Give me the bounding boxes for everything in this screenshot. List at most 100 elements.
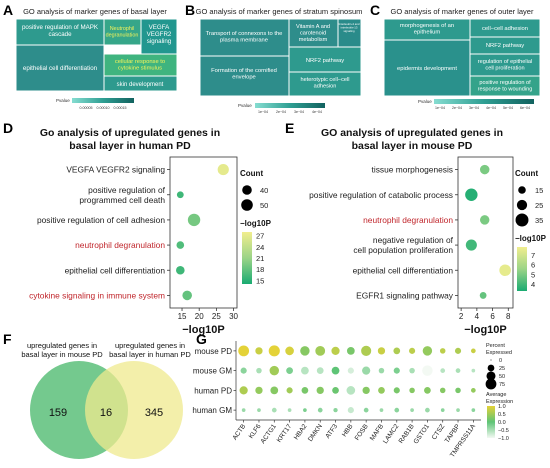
panel-c-legend-tick-4: 4e−04 [486,106,496,110]
panel-a-legend-tick-2: 0.00010 [97,106,110,110]
d-category-label: VEGFA VEGFR2 signaling [66,165,165,175]
g-size-legend-label: 50 [499,374,505,380]
panel-a-tile-3-label: VEGFA VEGFR2 signaling [147,24,172,45]
g-row-label: mouse PD [195,347,233,356]
panel-a-tile-6 [103,75,178,92]
g-dot [255,347,263,355]
e-category-label: neutrophil degranulation [363,215,453,225]
e-color-legend-label: 4 [531,280,535,289]
panel-b-treemap: Transport of connexons to the plasma memb… [199,18,362,97]
g-dot [271,407,277,413]
panel-c-legend-label: Pvalue [418,99,432,104]
panel-b-legend-tick-4: 4e−04 [312,110,322,114]
g-gene-label: ACTG1 [260,423,279,445]
g-gene-label: GSTO1 [413,423,432,445]
panel-a-tile-4 [15,44,105,92]
g-dot [455,387,461,394]
e-category-label: positive regulation of catabolic process [309,190,453,200]
panel-b-legend-bar [255,103,325,108]
d-x-tick-label: 25 [212,312,221,321]
panel-c-tile-2-label: cell−cell adhesion [482,26,528,32]
g-color-legend-label: 0.0 [498,420,506,426]
g-dot [471,368,476,373]
g-dot [409,387,415,394]
g-dot [439,348,446,354]
d-bubble [217,163,229,176]
g-dot [425,407,430,413]
panel-c-legend: Pvalue 1e−04 2e−04 3e−04 4e−04 5e−04 6e−… [418,99,534,110]
g-dot [454,347,462,354]
d-x-tick-label: 15 [178,312,187,321]
g-size-legend-dot [487,364,495,372]
panel-c-title: GO analysis of marker genes of outer lay… [391,7,534,16]
g-color-legend-label: 0.5 [498,412,506,418]
g-size-legend-label: 25 [499,366,505,372]
g-dot [303,408,307,412]
panel-b-tile-6-label: heterotypic cell−cell adhesion [301,77,350,90]
panel-c-tile-4-label: NRF2 pathway [486,43,524,49]
venn-right-label-line-2: basal layer in human PD [109,350,191,359]
d-category-label: positive regulation of cell adhesion [37,215,165,225]
panel-c-tile-3-label: epidermis development [397,66,457,72]
g-dot [285,346,294,356]
d-category-label: neutrophil degranulation [75,240,165,250]
panel-a-tile-2-label: Neutrophil degranulation [106,26,139,39]
g-dot [317,407,323,413]
venn-left-label-line-1: upregulated genes in [27,341,97,350]
g-color-legend-label: 1.0 [498,404,506,410]
e-category-label: tissue morphogenesis [372,165,453,175]
panel-c-tile-1-label: morphogenesis of an epithelium [400,23,454,36]
venn-left-label-line-2: basal layer in mouse PD [21,350,103,359]
e-x-tick-label: 6 [490,312,495,321]
d-size-legend-label: 40 [260,186,268,195]
panel-a-legend-tick-1: 0.00005 [80,106,93,110]
g-dot [440,368,446,373]
e-x-tick-label: 4 [475,312,480,321]
g-dot [316,367,324,374]
venn-left-count: 159 [49,407,67,419]
d-size-legend-dot [241,199,253,211]
panel-g-plot: mouse PD mouse GM human PD human GM ACTB KLF6… [192,341,509,459]
panel-letter-c: C [370,2,380,18]
g-dot [471,408,476,412]
panel-d-title-line-1: Go analysis of upregulated genes in [40,127,220,139]
d-bubble [176,191,184,199]
e-color-legend-bar [517,247,527,291]
panel-a-treemap: positive regulation of MAPK cascade Neutr… [15,18,178,92]
panel-a-legend-label: Pvalue [56,98,70,103]
panel-a-title: GO analysis of marker genes of basal lay… [23,7,167,16]
g-dot [255,386,263,395]
g-dot [377,347,386,355]
panel-b-legend: Pvalue 1e−04 2e−04 3e−04 4e−04 [238,103,325,114]
e-bubble [499,264,511,277]
d-bubble [187,213,201,227]
panel-d-plot: VEGFA VEGFR2 signaling positive regulatio… [29,156,272,336]
e-size-legend-label: 25 [535,201,543,210]
g-size-legend-dot [486,371,496,381]
d-bubble [182,290,192,301]
g-dot [440,408,445,412]
e-x-tick-label: 8 [506,312,511,321]
g-dot [456,408,460,412]
g-dot [409,347,416,354]
g-row-label: human GM [192,406,232,415]
panel-letter-a: A [3,2,13,18]
panel-letter-b: B [185,2,195,18]
e-plot-frame [457,156,514,309]
g-dot [315,345,326,356]
g-dot [300,346,310,356]
panel-c-tile-3 [383,39,471,97]
panel-a-legend-bar [72,98,134,103]
d-plot-frame [169,156,238,309]
panel-c-legend-tick-1: 1e−04 [435,106,445,110]
panel-a-tile-4-label: epithelial cell differentiation [23,65,98,72]
panel-a-tile-2 [103,18,142,46]
panel-b-legend-label: Pvalue [238,103,252,108]
panel-b-tile-5-label: NRF2 pathway [306,58,344,64]
d-color-legend-label: 24 [256,243,264,252]
g-dot [269,365,279,376]
d-color-legend-label: 18 [256,265,264,274]
e-x-axis-label: −log10P [464,324,507,336]
g-gene-label: HBB [341,423,355,439]
e-color-legend-label: 7 [531,251,535,260]
